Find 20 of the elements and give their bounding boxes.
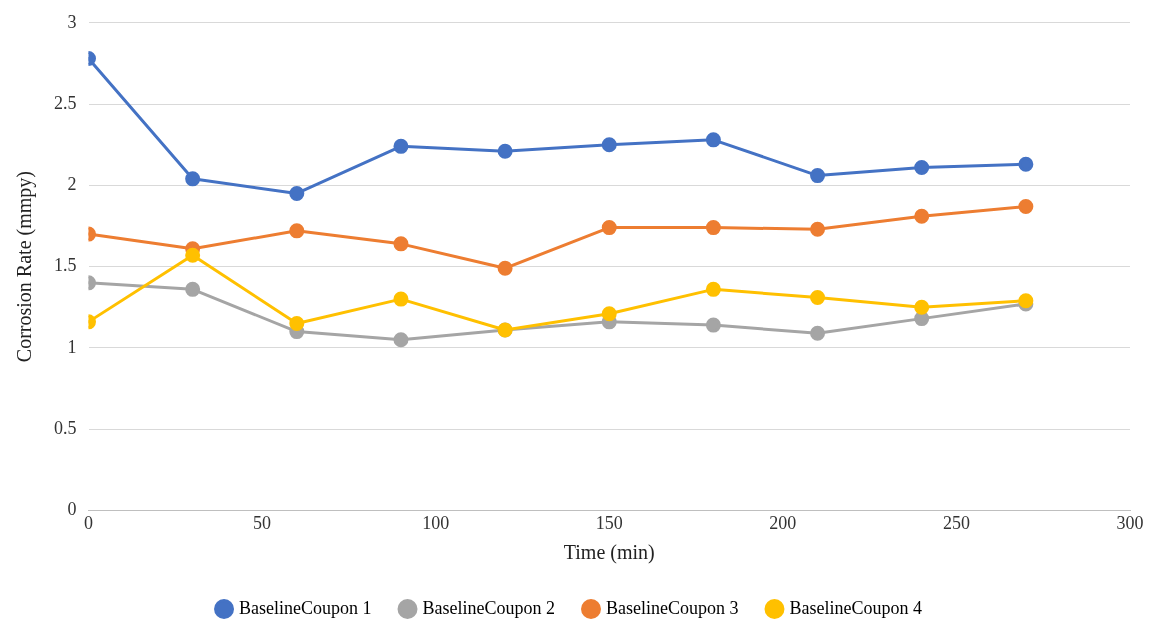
x-tick-label: 0: [84, 512, 93, 533]
x-axis-title: Time (min): [563, 541, 655, 565]
legend-label: BaselineCoupon 2: [422, 597, 556, 618]
x-tick-label: 250: [942, 512, 970, 533]
x-tick-label: 50: [253, 512, 272, 533]
legend-label: BaselineCoupon 3: [606, 597, 739, 618]
legend-label: BaselineCoupon 4: [789, 597, 922, 618]
y-axis-title: Corrosion Rate (mmpy): [13, 171, 37, 363]
y-tick-label: 3: [67, 11, 77, 32]
x-tick-label: 300: [1116, 512, 1144, 533]
y-tick-label: 2: [67, 174, 77, 195]
x-tick-label: 200: [769, 512, 797, 533]
x-tick-label: 100: [422, 512, 450, 533]
x-tick-label: 150: [595, 512, 623, 533]
y-tick-label: 0: [67, 499, 77, 520]
y-tick-label: 2.5: [54, 92, 77, 113]
y-tick-label: 0.5: [54, 417, 77, 438]
legend-label: BaselineCoupon 1: [239, 597, 372, 618]
y-tick-label: 1.5: [54, 255, 77, 276]
y-tick-label: 1: [67, 336, 77, 357]
